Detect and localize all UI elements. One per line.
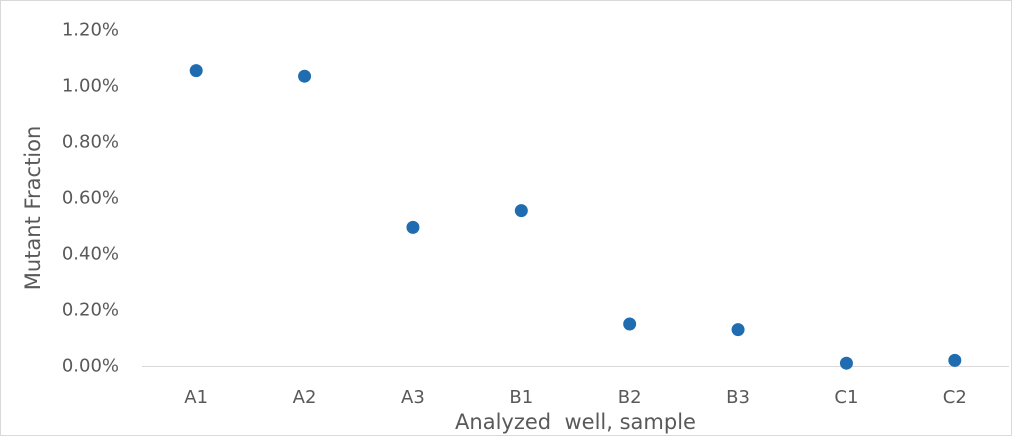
y-tick-label: 0.40% <box>62 244 119 265</box>
y-tick-label: 0.80% <box>62 132 119 153</box>
data-point <box>189 64 203 78</box>
y-tick-label: 0.00% <box>62 356 119 377</box>
data-point <box>298 69 312 83</box>
data-points <box>189 64 962 370</box>
x-axis-tick-labels: A1 A2 A3 B1 B2 B3 C1 C2 <box>184 387 967 408</box>
x-tick-label: B1 <box>509 387 533 408</box>
data-point <box>839 356 853 370</box>
x-tick-label: B3 <box>726 387 750 408</box>
x-tick-label: A1 <box>184 387 208 408</box>
data-point <box>731 323 745 337</box>
y-axis-title: Mutant Fraction <box>21 126 45 291</box>
y-tick-label: 1.20% <box>62 20 119 41</box>
x-tick-label: B2 <box>618 387 642 408</box>
data-point <box>406 220 420 234</box>
data-point <box>514 204 528 218</box>
data-point <box>623 317 637 331</box>
x-tick-label: C1 <box>834 387 858 408</box>
x-axis-title: Analyzed well, sample <box>455 410 696 434</box>
y-tick-label: 0.60% <box>62 188 119 209</box>
x-tick-label: A3 <box>401 387 425 408</box>
data-point <box>948 353 962 367</box>
y-axis-tick-labels: 0.00% 0.20% 0.40% 0.60% 0.80% 1.00% 1.20% <box>62 20 119 377</box>
y-tick-label: 1.00% <box>62 76 119 97</box>
y-tick-label: 0.20% <box>62 300 119 321</box>
x-tick-label: A2 <box>293 387 317 408</box>
x-tick-label: C2 <box>943 387 967 408</box>
